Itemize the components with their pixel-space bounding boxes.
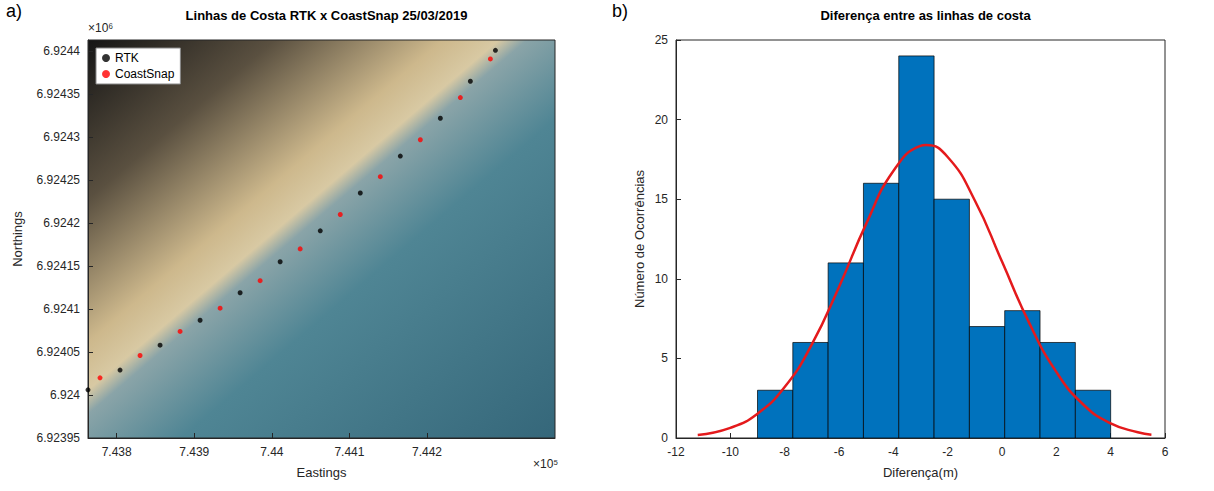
svg-text:Northings: Northings xyxy=(10,211,25,267)
svg-text:Linhas de Costa RTK x CoastSna: Linhas de Costa RTK x CoastSnap 25/03/20… xyxy=(186,8,468,23)
svg-text:6.924: 6.924 xyxy=(50,388,80,402)
svg-text:-6: -6 xyxy=(834,445,845,459)
svg-text:20: 20 xyxy=(655,113,669,127)
svg-text:6.92395: 6.92395 xyxy=(37,431,81,445)
svg-text:7.439: 7.439 xyxy=(179,445,209,459)
svg-text:Número de Ocorrências: Número de Ocorrências xyxy=(632,170,647,308)
svg-text:6.9244: 6.9244 xyxy=(43,44,80,58)
svg-text:b): b) xyxy=(612,1,628,21)
svg-text:Eastings: Eastings xyxy=(297,465,347,480)
svg-text:6.9242: 6.9242 xyxy=(43,216,80,230)
svg-text:7.441: 7.441 xyxy=(334,445,364,459)
svg-text:0: 0 xyxy=(661,431,668,445)
svg-text:RTK: RTK xyxy=(115,51,139,65)
svg-text:6.92405: 6.92405 xyxy=(37,345,81,359)
svg-text:7.442: 7.442 xyxy=(412,445,442,459)
svg-text:2: 2 xyxy=(1053,445,1060,459)
svg-text:-2: -2 xyxy=(942,445,953,459)
svg-text:6: 6 xyxy=(1162,445,1169,459)
svg-text:6.92425: 6.92425 xyxy=(37,173,81,187)
svg-text:4: 4 xyxy=(1107,445,1114,459)
svg-text:15: 15 xyxy=(655,192,669,206)
svg-text:×10⁶: ×10⁶ xyxy=(88,21,113,35)
svg-text:6.9243: 6.9243 xyxy=(43,130,80,144)
svg-text:-8: -8 xyxy=(779,445,790,459)
svg-text:10: 10 xyxy=(655,272,669,286)
svg-text:7.44: 7.44 xyxy=(260,445,284,459)
svg-text:6.92435: 6.92435 xyxy=(37,87,81,101)
svg-text:6.9241: 6.9241 xyxy=(43,302,80,316)
svg-text:6.92415: 6.92415 xyxy=(37,259,81,273)
svg-text:×10⁵: ×10⁵ xyxy=(533,457,558,471)
svg-text:Diferença entre as linhas de c: Diferença entre as linhas de costa xyxy=(820,8,1031,23)
svg-text:7.438: 7.438 xyxy=(102,445,132,459)
svg-text:-4: -4 xyxy=(888,445,899,459)
svg-text:CoastSnap: CoastSnap xyxy=(115,67,175,81)
svg-text:-12: -12 xyxy=(667,445,685,459)
svg-text:-10: -10 xyxy=(722,445,740,459)
svg-text:5: 5 xyxy=(661,351,668,365)
svg-text:25: 25 xyxy=(655,33,669,47)
svg-text:Diferença(m): Diferença(m) xyxy=(883,465,958,480)
svg-text:0: 0 xyxy=(999,445,1006,459)
svg-text:a): a) xyxy=(6,1,22,21)
